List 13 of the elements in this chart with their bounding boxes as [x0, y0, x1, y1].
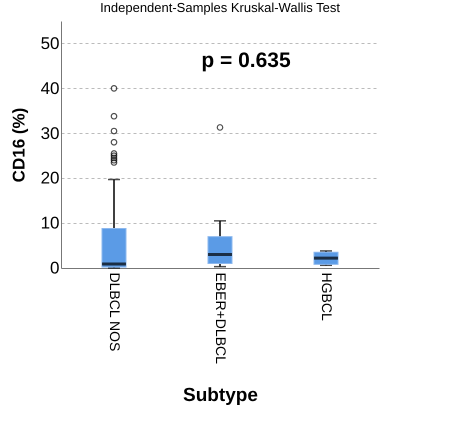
y-axis-title: CD16 (%) [10, 108, 29, 182]
y-tick-label: 30 [40, 124, 60, 143]
y-tick-label: 50 [40, 34, 60, 53]
x-tick-label: HGBCL [319, 272, 335, 321]
y-tick-label: 20 [40, 168, 60, 188]
x-axis-title: Subtype [183, 384, 258, 406]
y-tick-label: 0 [50, 258, 60, 278]
y-tick-label: 10 [40, 214, 60, 233]
chart-subtitle: Independent-Samples Kruskal-Wallis Test [100, 0, 340, 15]
y-tick-label: 40 [40, 78, 60, 98]
annotation: p = 0.635 [201, 49, 291, 72]
x-tick-label: EBER+DLBCL [213, 272, 229, 364]
x-tick-label: DLBCL NOS [107, 272, 123, 352]
